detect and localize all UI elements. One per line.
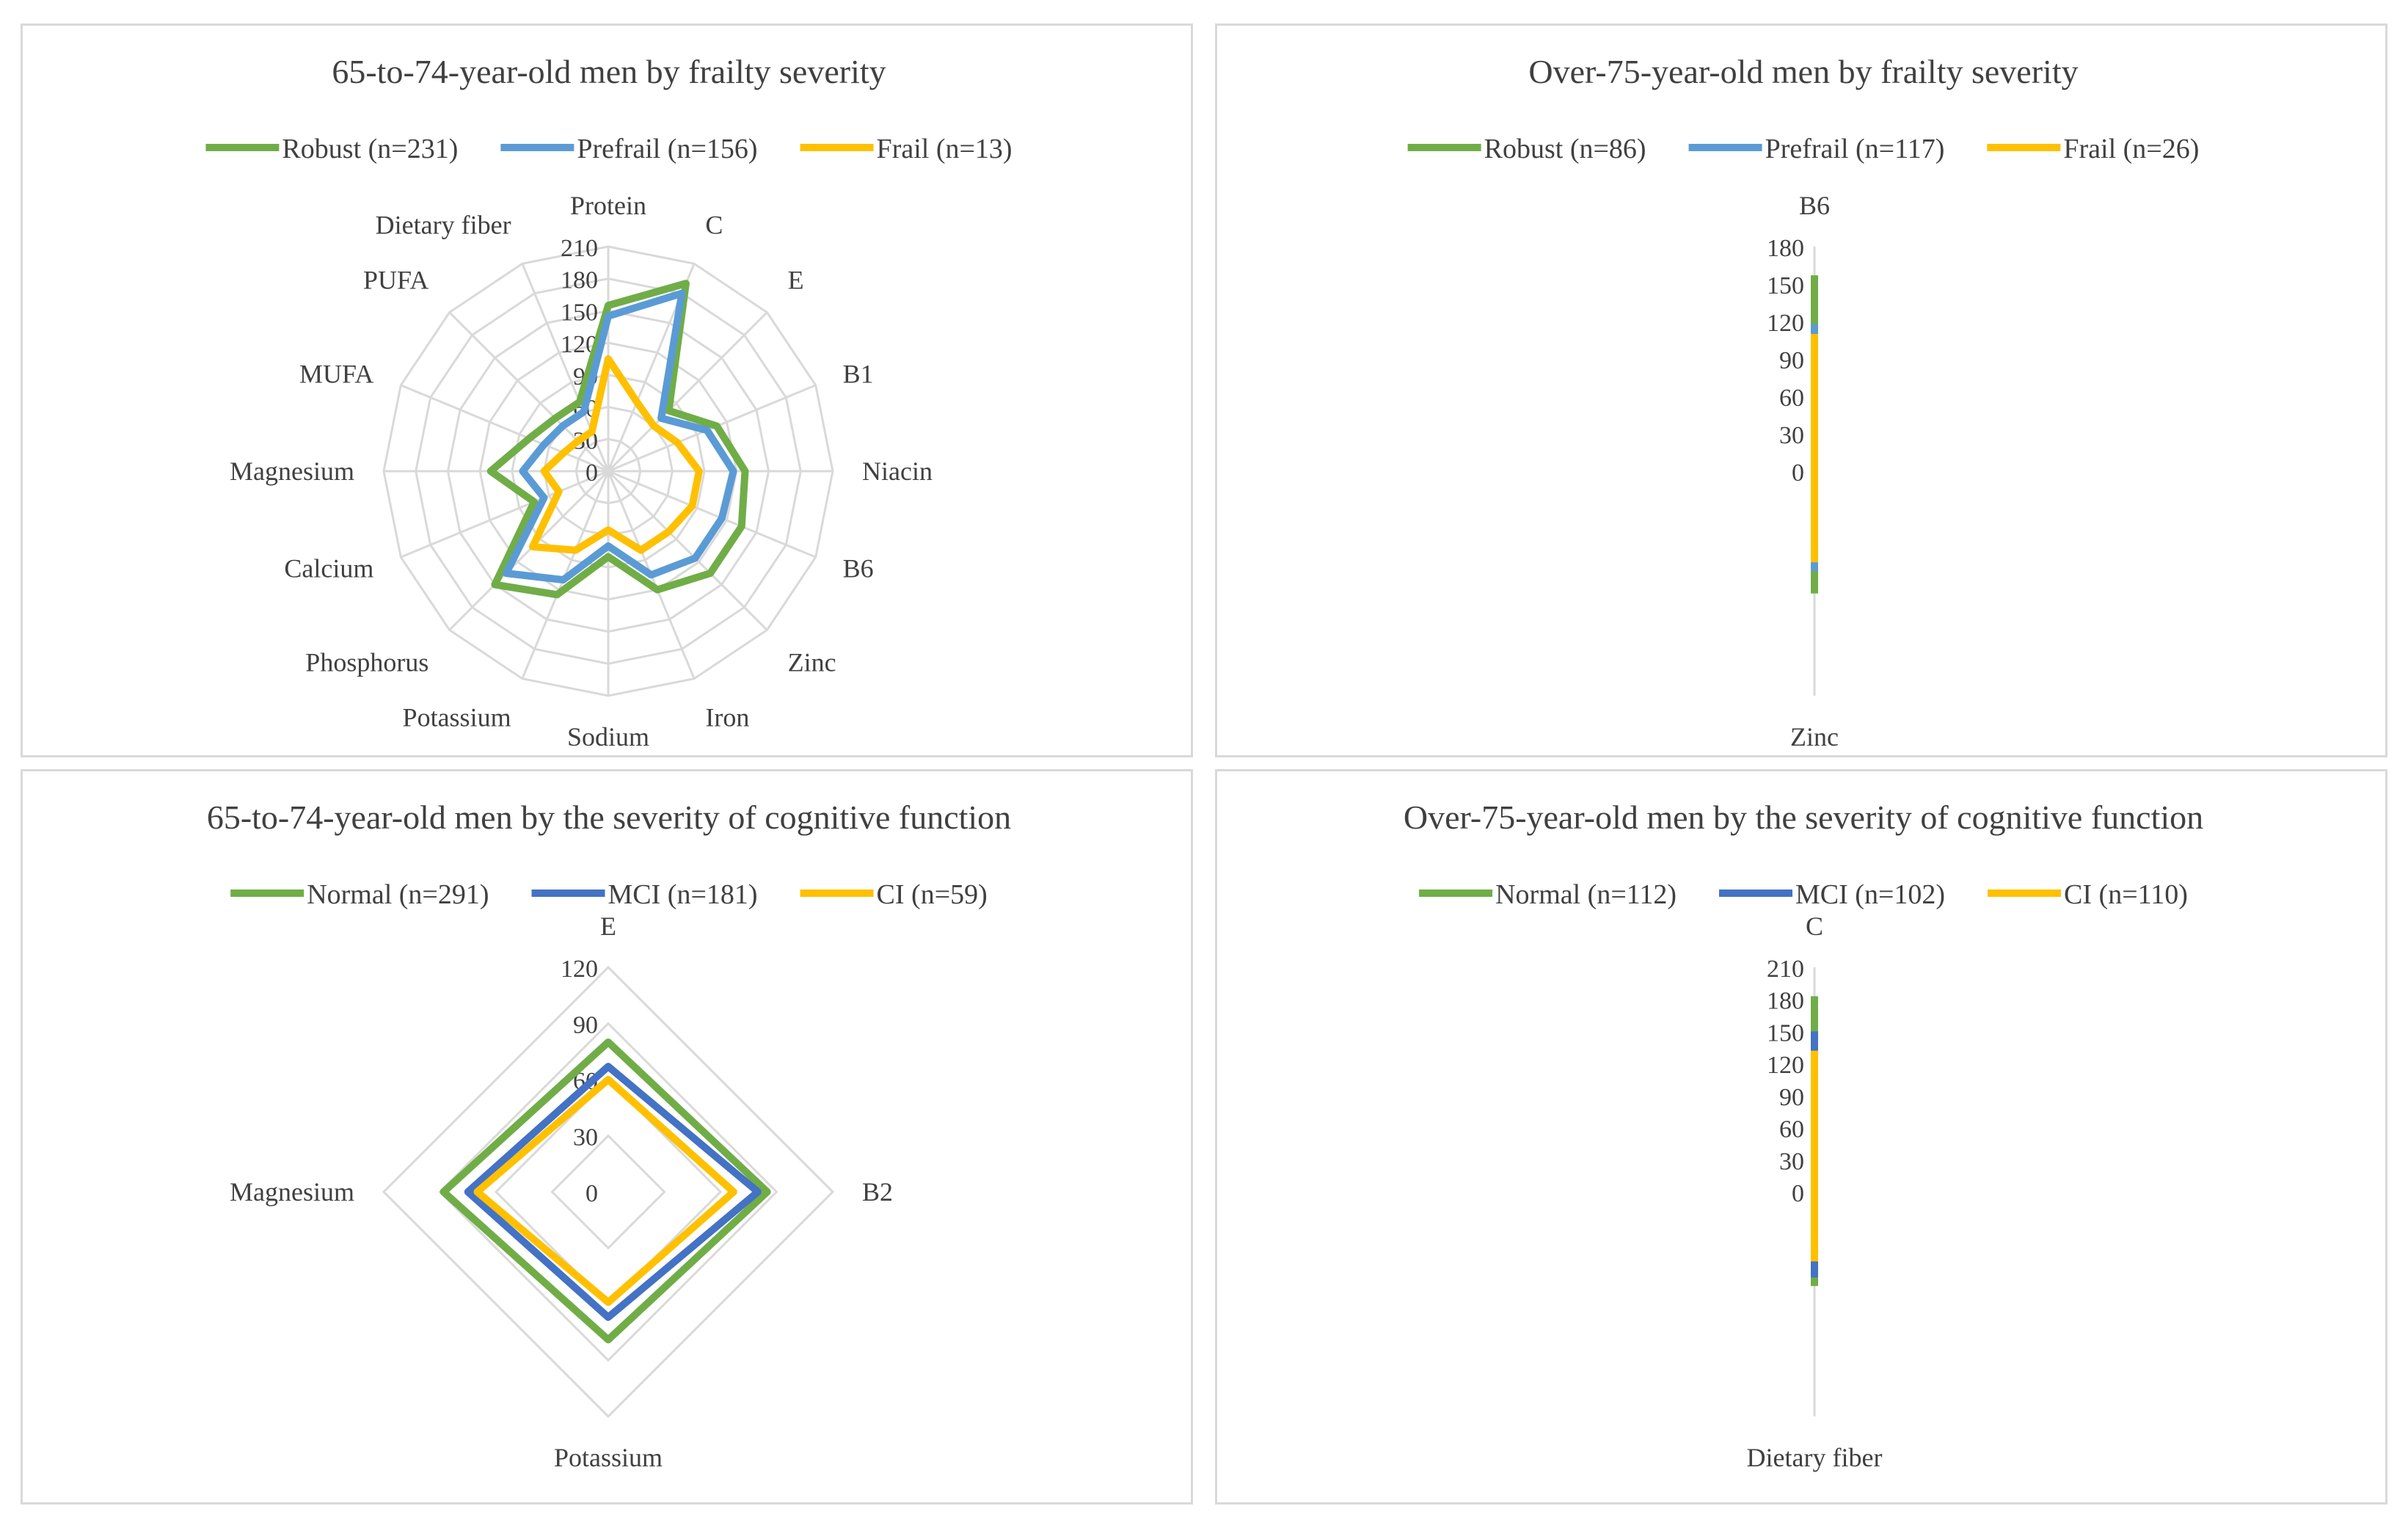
axis-spoke-phosphorus bbox=[448, 470, 610, 631]
axis-label-b6: B6 bbox=[1799, 191, 1830, 220]
chart-title: 65-to-74-year-old men by the severity of… bbox=[207, 798, 1011, 836]
series-frail-n-13 bbox=[528, 355, 703, 554]
series-ci-n-59 bbox=[473, 1076, 737, 1306]
axis-label-potassium: Potassium bbox=[403, 703, 511, 732]
tick-label-0: 0 bbox=[585, 459, 598, 487]
axis-label-c: C bbox=[1806, 912, 1823, 941]
radar-chart-frailty-over-75: Over-75-year-old men by frailty severity… bbox=[1407, 53, 2199, 752]
legend-label-robust-n-231: Robust (n=231) bbox=[282, 134, 458, 164]
tick-label-210: 210 bbox=[1767, 956, 1804, 983]
legend: Normal (n=291) MCI (n=181) CI (n=59) bbox=[230, 879, 988, 910]
legend-label-prefrail-n-156: Prefrail (n=156) bbox=[577, 134, 757, 164]
axis-label-b1: B1 bbox=[843, 360, 874, 389]
axis-label-e: E bbox=[600, 912, 616, 941]
axis-label-dietary-fiber: Dietary fiber bbox=[376, 210, 511, 239]
radar-chart-frailty-65-74: 65-to-74-year-old men by frailty severit… bbox=[205, 53, 1013, 752]
axis-label-b2: B2 bbox=[862, 1177, 893, 1207]
axis-label-niacin: Niacin bbox=[862, 456, 933, 486]
tick-label-60: 60 bbox=[1779, 1116, 1804, 1143]
axis-label-calcium: Calcium bbox=[284, 553, 373, 583]
tick-label-120: 120 bbox=[561, 956, 598, 983]
grid-ring-90 bbox=[438, 1022, 778, 1362]
axis-label-magnesium: Magnesium bbox=[230, 456, 354, 486]
axis-label-potassium: Potassium bbox=[554, 1443, 663, 1472]
tick-label-30: 30 bbox=[1779, 1148, 1804, 1175]
legend-label-frail-n-13: Frail (n=13) bbox=[877, 134, 1013, 164]
tick-label-60: 60 bbox=[1779, 385, 1804, 412]
axis-spoke-calcium bbox=[400, 470, 609, 559]
axis-spoke-mufa bbox=[400, 384, 609, 473]
axis-label-protein: Protein bbox=[570, 191, 646, 220]
tick-label-0: 0 bbox=[1792, 459, 1804, 487]
legend-label-mci-n-102: MCI (n=102) bbox=[1795, 879, 1945, 910]
axis-spoke-e bbox=[607, 311, 768, 473]
tick-label-0: 0 bbox=[585, 1180, 598, 1207]
series-mci-n-181 bbox=[464, 1063, 762, 1321]
tick-label-90: 90 bbox=[1779, 347, 1804, 374]
axis-spoke-zinc bbox=[607, 470, 768, 631]
axis-label-zinc: Zinc bbox=[1790, 722, 1839, 752]
tick-label-90: 90 bbox=[573, 1012, 598, 1039]
axis-label-iron: Iron bbox=[705, 703, 749, 732]
tick-label-150: 150 bbox=[1767, 272, 1804, 299]
chart-title: 65-to-74-year-old men by frailty severit… bbox=[332, 53, 886, 90]
series-robust-n-231 bbox=[486, 280, 749, 599]
axis-label-c: C bbox=[705, 210, 723, 239]
axis-label-mufa: MUFA bbox=[299, 360, 373, 389]
tick-label-0: 0 bbox=[1792, 1180, 1804, 1207]
radar-chart-cognitive-65-74: 65-to-74-year-old men by the severity of… bbox=[207, 798, 1011, 1472]
radar-chart-cognitive-over-75: Over-75-year-old men by the severity of … bbox=[1404, 798, 2203, 1472]
tick-label-30: 30 bbox=[1779, 422, 1804, 449]
chart-title: Over-75-year-old men by frailty severity bbox=[1528, 53, 2078, 90]
chart-panel-cognitive-over-75: Over-75-year-old men by the severity of … bbox=[1215, 769, 2387, 1505]
legend-label-mci-n-181: MCI (n=181) bbox=[608, 879, 758, 910]
tick-label-180: 180 bbox=[1767, 235, 1804, 262]
chart-panel-frailty-over-75: Over-75-year-old men by frailty severity… bbox=[1215, 23, 2387, 757]
legend-label-robust-n-86: Robust (n=86) bbox=[1484, 134, 1646, 164]
legend-label-prefrail-n-117: Prefrail (n=117) bbox=[1765, 134, 1945, 164]
legend: Robust (n=86) Prefrail (n=117) Frail (n=26… bbox=[1407, 134, 2199, 164]
axis-spoke-pufa bbox=[448, 311, 610, 473]
tick-label-90: 90 bbox=[1779, 1084, 1804, 1111]
tick-label-210: 210 bbox=[561, 235, 598, 262]
legend: Robust (n=231) Prefrail (n=156) Frail (n=1… bbox=[205, 134, 1013, 164]
tick-label-180: 180 bbox=[1767, 988, 1804, 1015]
chart-title: Over-75-year-old men by the severity of … bbox=[1404, 798, 2203, 836]
chart-panel-cognitive-65-74: 65-to-74-year-old men by the severity of… bbox=[21, 769, 1193, 1505]
legend-label-frail-n-26: Frail (n=26) bbox=[2063, 134, 2199, 164]
legend-label-ci-n-59: CI (n=59) bbox=[877, 879, 988, 910]
legend-label-normal-n-291: Normal (n=291) bbox=[307, 879, 489, 910]
tick-label-30: 30 bbox=[573, 1124, 598, 1152]
grid-ring-30 bbox=[550, 1134, 666, 1250]
axis-label-dietary-fiber: Dietary fiber bbox=[1747, 1443, 1883, 1472]
axis-label-pufa: PUFA bbox=[363, 265, 428, 294]
axis-spoke-dietary-fiber bbox=[521, 263, 610, 472]
axis-label-phosphorus: Phosphorus bbox=[305, 648, 428, 677]
axis-label-sodium: Sodium bbox=[567, 722, 649, 752]
tick-label-120: 120 bbox=[1767, 310, 1804, 337]
legend-label-normal-n-112: Normal (n=112) bbox=[1495, 879, 1677, 910]
tick-label-120: 120 bbox=[1767, 1052, 1804, 1079]
axis-label-e: E bbox=[788, 265, 804, 294]
legend-label-ci-n-110: CI (n=110) bbox=[2064, 879, 2188, 910]
axis-label-b6: B6 bbox=[843, 553, 874, 583]
axis-label-zinc: Zinc bbox=[788, 648, 836, 677]
tick-label-150: 150 bbox=[1767, 1019, 1804, 1047]
legend: Normal (n=112) MCI (n=102) CI (n=110) bbox=[1419, 879, 2188, 910]
tick-label-180: 180 bbox=[561, 267, 598, 294]
grid-ring-120 bbox=[382, 965, 835, 1419]
series-prefrail-n-156 bbox=[502, 289, 737, 584]
tick-label-150: 150 bbox=[561, 299, 598, 326]
chart-panel-frailty-65-74: 65-to-74-year-old men by frailty severit… bbox=[21, 23, 1193, 757]
axis-spoke-b6 bbox=[608, 470, 817, 559]
series-normal-n-291 bbox=[439, 1038, 771, 1344]
axis-label-magnesium: Magnesium bbox=[230, 1177, 354, 1207]
